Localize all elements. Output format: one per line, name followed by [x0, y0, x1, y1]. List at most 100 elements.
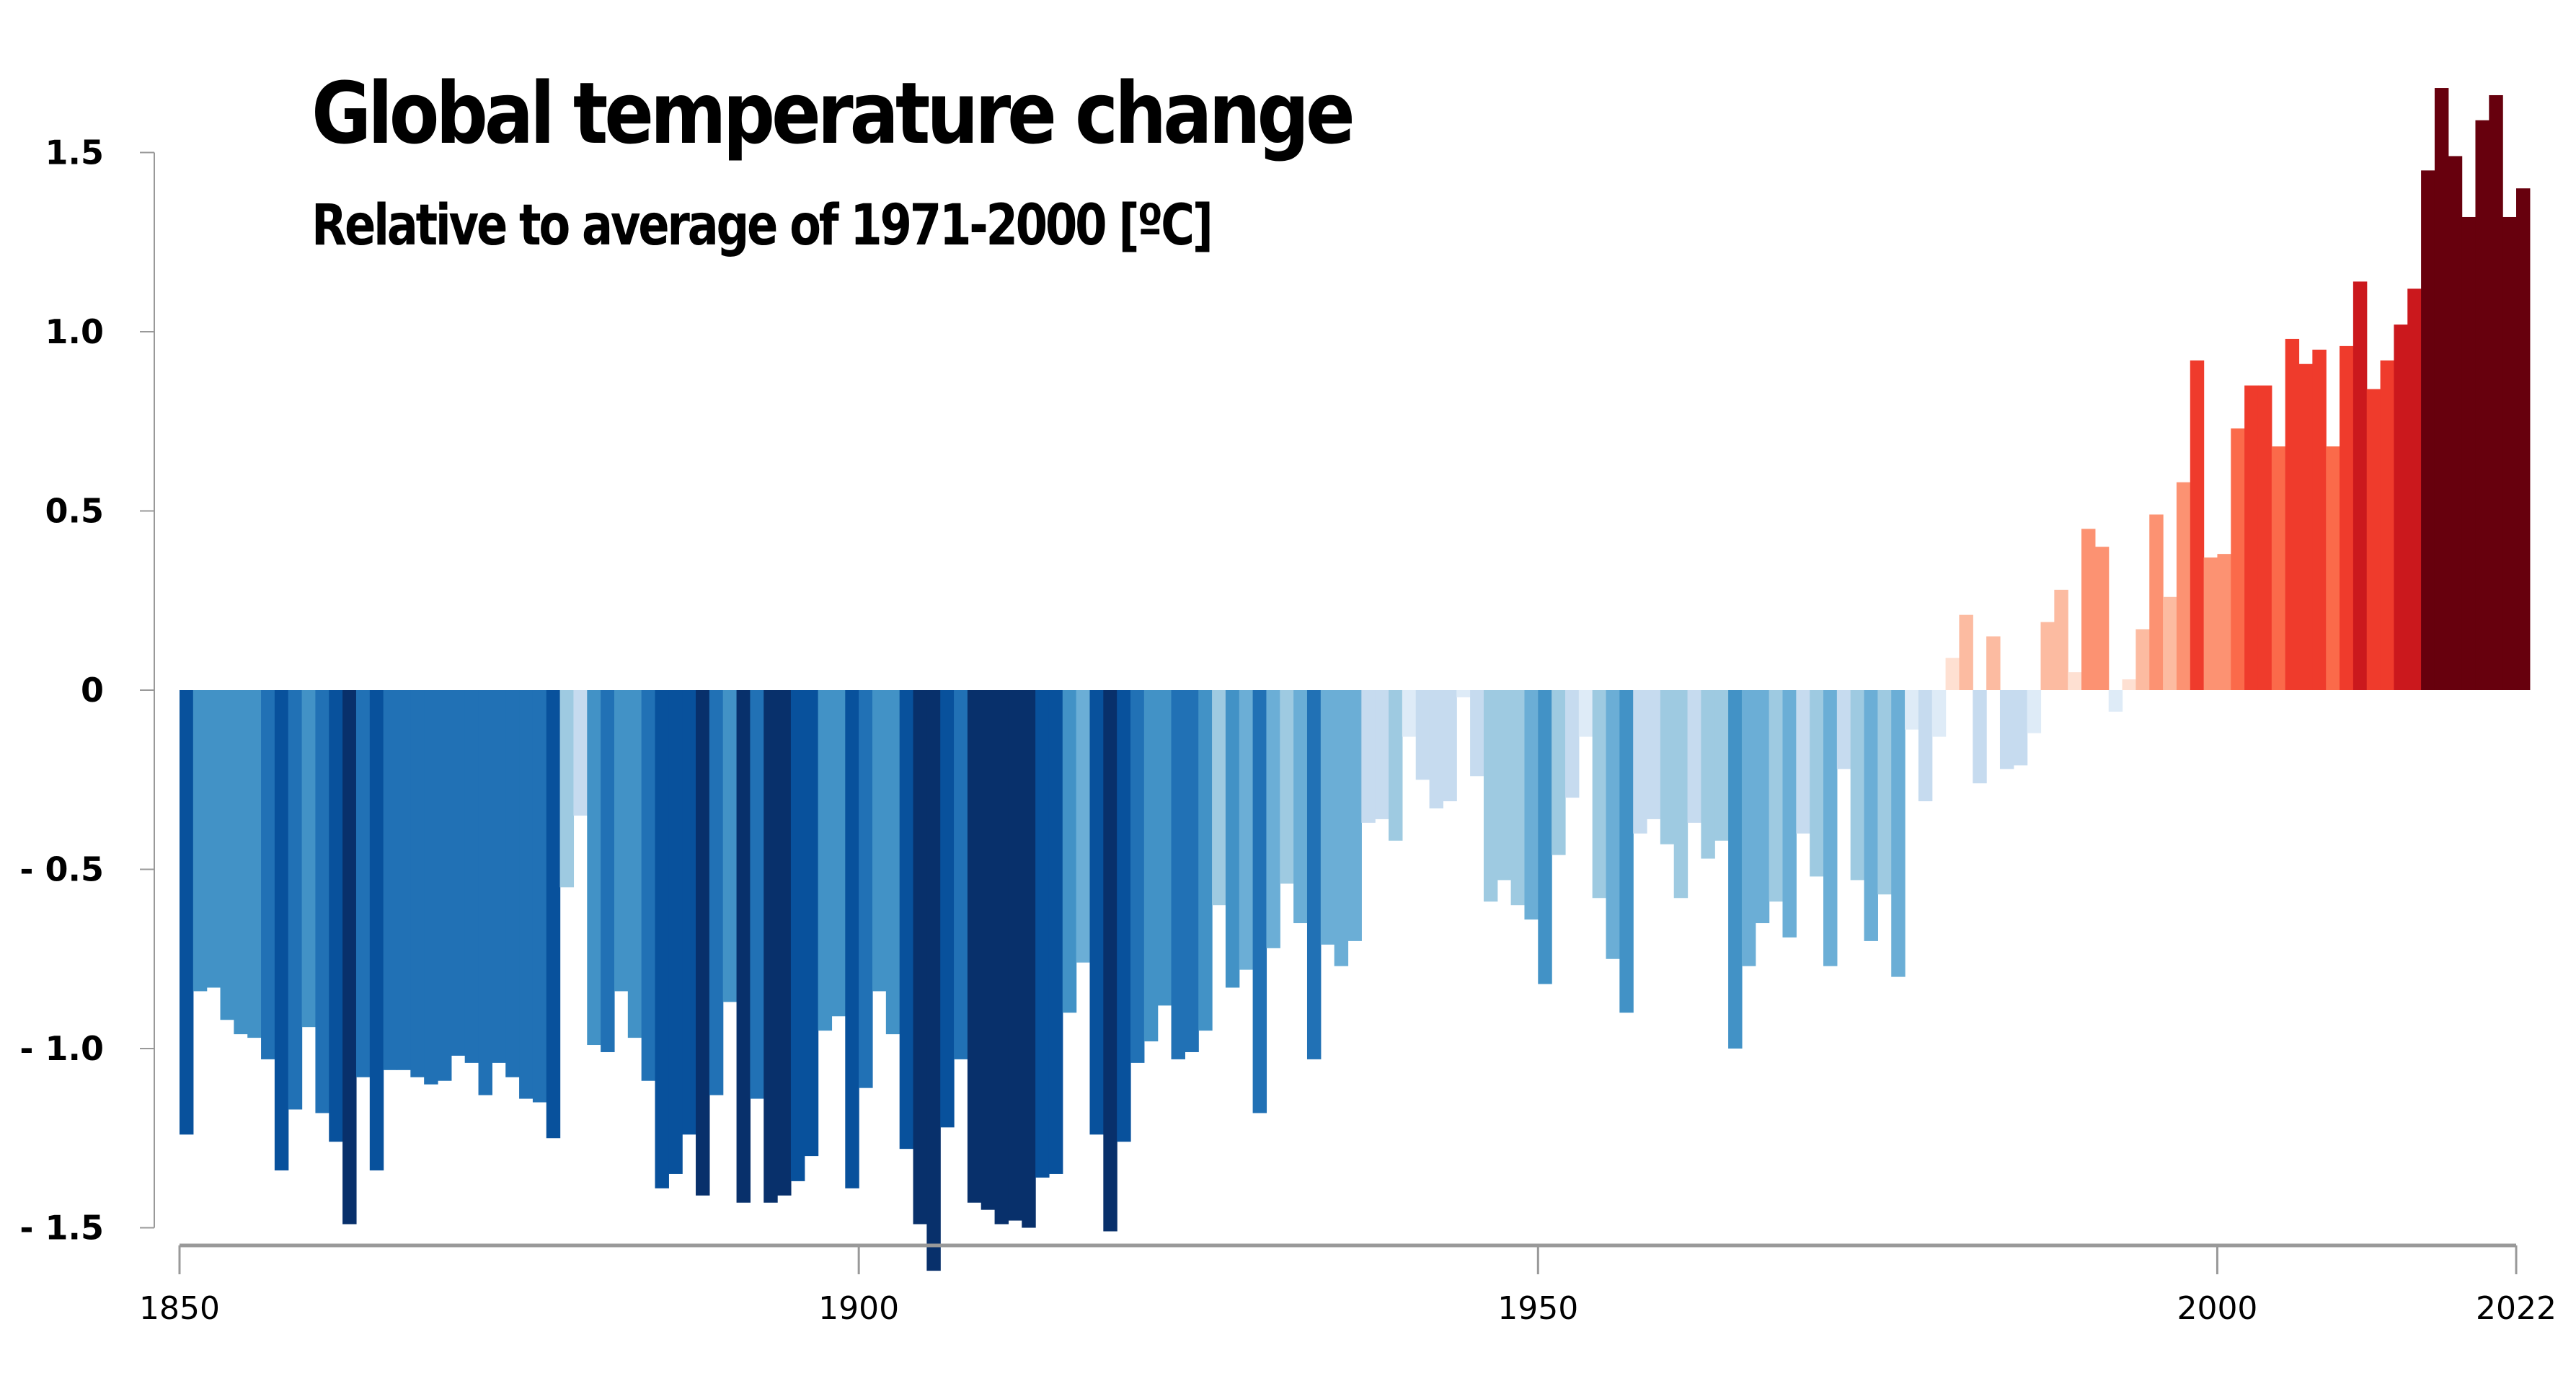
bar-1951	[1552, 690, 1566, 855]
bar-1921	[1143, 690, 1159, 1042]
bar-2015	[2421, 170, 2435, 691]
bar-1936	[1347, 690, 1362, 941]
bar-1888	[696, 690, 710, 1196]
bar-2006	[2298, 363, 2313, 690]
bar-1916	[1076, 690, 1091, 963]
bar-2012	[2380, 360, 2395, 690]
bar-2007	[2312, 349, 2327, 690]
bar-1958	[1647, 690, 1661, 819]
bar-1967	[1769, 690, 1784, 902]
bar-1990	[2081, 529, 2096, 690]
bar-1854	[234, 690, 248, 1035]
bar-1992	[2108, 690, 2123, 712]
bar-1872	[478, 690, 492, 1095]
bar-1910	[994, 690, 1009, 1225]
bar-1996	[2163, 596, 2177, 690]
bar-1897	[818, 690, 833, 1031]
bar-1902	[885, 690, 900, 1035]
bar-1861	[329, 690, 343, 1142]
y-tick-label: - 1.5	[19, 1209, 104, 1248]
bar-1917	[1089, 690, 1104, 1135]
bar-2000	[2217, 554, 2231, 690]
bar-1977	[1905, 690, 1919, 730]
bar-1976	[1891, 690, 1906, 977]
bar-1952	[1564, 690, 1580, 798]
bar-1880	[587, 690, 601, 1046]
bar-1974	[1864, 690, 1878, 941]
bar-1919	[1117, 690, 1131, 1142]
bar-1871	[464, 690, 479, 1063]
bar-1859	[301, 690, 317, 1028]
bar-2018	[2461, 216, 2477, 691]
bar-1929	[1252, 690, 1267, 1113]
bar-1944	[1456, 690, 1471, 697]
bar-2010	[2353, 281, 2368, 690]
bar-1860	[315, 690, 329, 1113]
x-tick-label: 1850	[139, 1290, 220, 1327]
bar-1870	[451, 690, 466, 1056]
bar-1912	[1022, 690, 1036, 1228]
bar-1906	[940, 690, 955, 1128]
x-tick-label: 2000	[2177, 1290, 2257, 1327]
bar-1898	[831, 690, 846, 1017]
bar-2021	[2502, 216, 2517, 691]
bar-1934	[1320, 690, 1335, 945]
y-tick-label: 0	[81, 671, 104, 710]
bar-1980	[1945, 658, 1960, 690]
bar-1900	[859, 690, 873, 1088]
bar-1940	[1402, 690, 1417, 737]
bar-1960	[1673, 690, 1688, 899]
bar-1961	[1687, 690, 1702, 823]
bar-1954	[1592, 690, 1607, 899]
bar-1989	[2068, 672, 2082, 690]
bar-1955	[1606, 690, 1620, 959]
bar-1994	[2135, 629, 2150, 690]
bar-1876	[532, 690, 547, 1103]
bar-1947	[1497, 690, 1512, 881]
bar-2016	[2434, 88, 2449, 691]
bar-1889	[709, 690, 724, 1095]
bar-2003	[2257, 385, 2272, 690]
bar-1970	[1810, 690, 1824, 877]
bar-1894	[777, 690, 792, 1196]
bar-1946	[1483, 690, 1498, 902]
bar-1918	[1103, 690, 1117, 1232]
bar-1858	[288, 690, 303, 1110]
bar-2019	[2475, 120, 2489, 690]
y-tick-label: - 0.5	[19, 850, 104, 889]
bar-1874	[505, 690, 520, 1077]
bar-1962	[1701, 690, 1715, 859]
bar-1935	[1334, 690, 1349, 966]
bar-1972	[1836, 690, 1851, 769]
bar-1925	[1198, 690, 1213, 1031]
bar-1981	[1959, 614, 1973, 690]
bar-1879	[573, 690, 588, 816]
bar-1866	[397, 690, 411, 1070]
bar-2005	[2285, 338, 2300, 690]
bar-1933	[1306, 690, 1322, 1059]
bar-1913	[1035, 690, 1050, 1178]
bar-1982	[1973, 690, 1987, 784]
bar-1975	[1877, 690, 1892, 895]
bar-2002	[2244, 385, 2259, 690]
bar-1963	[1714, 690, 1729, 841]
bar-1953	[1578, 690, 1593, 737]
bar-2013	[2394, 325, 2408, 690]
bar-1998	[2190, 360, 2205, 690]
bar-1927	[1225, 690, 1240, 988]
bar-1966	[1755, 690, 1770, 924]
bar-1855	[247, 690, 262, 1038]
bar-1884	[641, 690, 656, 1081]
bar-1943	[1443, 690, 1457, 802]
bar-1896	[804, 690, 819, 1157]
bar-1886	[668, 690, 683, 1174]
bar-1885	[655, 690, 669, 1188]
bar-1899	[845, 690, 859, 1188]
bar-1971	[1823, 690, 1838, 966]
bar-1915	[1062, 690, 1077, 1013]
bar-2014	[2407, 288, 2422, 690]
bar-2001	[2231, 428, 2245, 690]
bar-1887	[682, 690, 696, 1135]
y-tick-label: 1.5	[45, 133, 105, 172]
bar-1920	[1130, 690, 1145, 1063]
